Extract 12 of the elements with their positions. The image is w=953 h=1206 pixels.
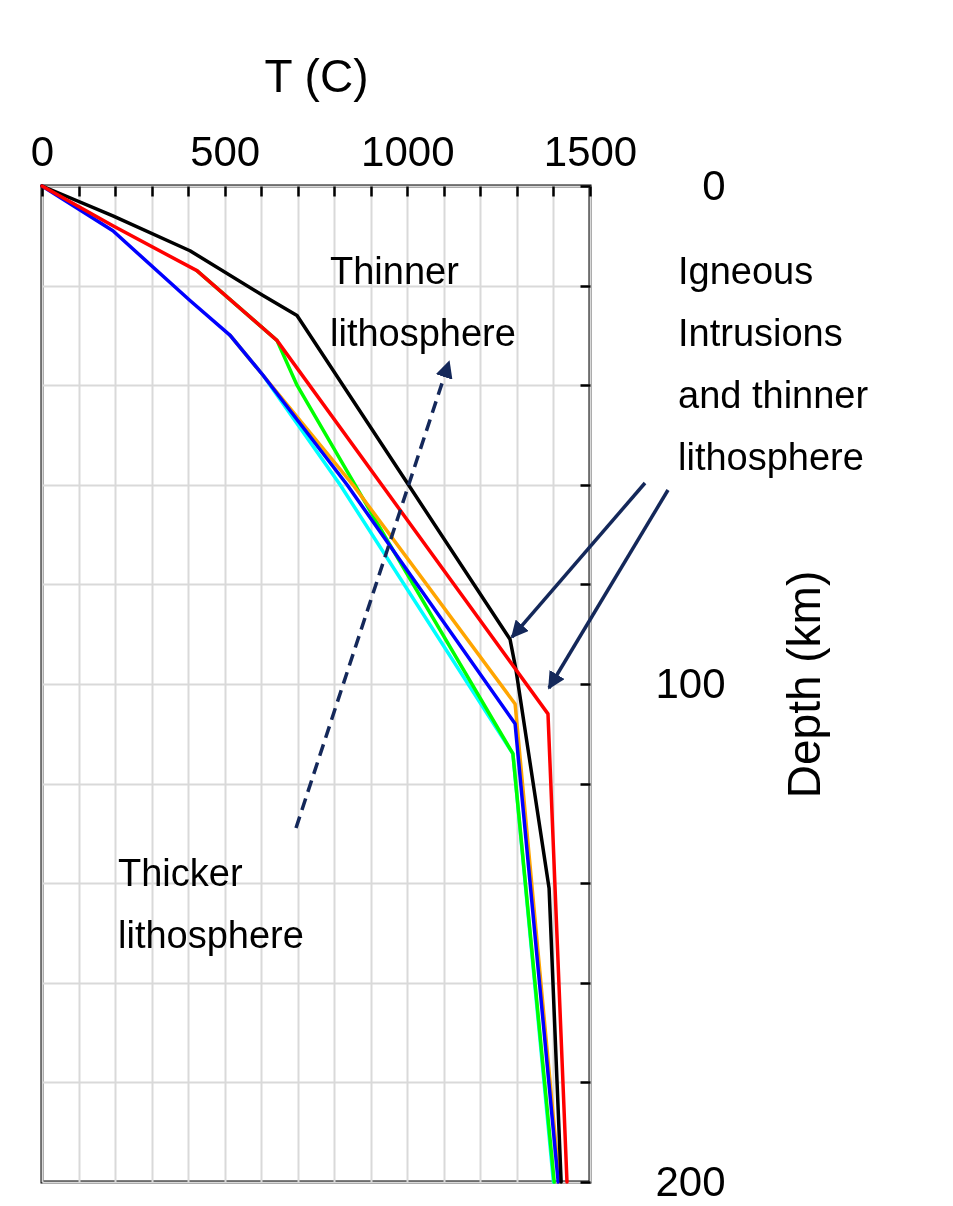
y-axis-title: Depth (km) — [777, 570, 830, 799]
annotation: Igneous Intrusions and thinner lithosphere — [678, 249, 870, 480]
x-tick-label: 500 — [190, 127, 261, 175]
x-tick-label: 1000 — [361, 127, 455, 175]
x-axis-title: T (C) — [264, 49, 369, 102]
y-tick-label: 0 — [702, 161, 726, 209]
annotation: Thinner lithosphere — [330, 249, 517, 356]
annotation: Thicker lithosphere — [118, 851, 305, 958]
x-tick-label: 0 — [30, 127, 55, 175]
y-tick-label: 200 — [655, 1157, 726, 1205]
x-tick-label: 1500 — [543, 127, 638, 175]
y-tick-label: 100 — [655, 659, 726, 707]
